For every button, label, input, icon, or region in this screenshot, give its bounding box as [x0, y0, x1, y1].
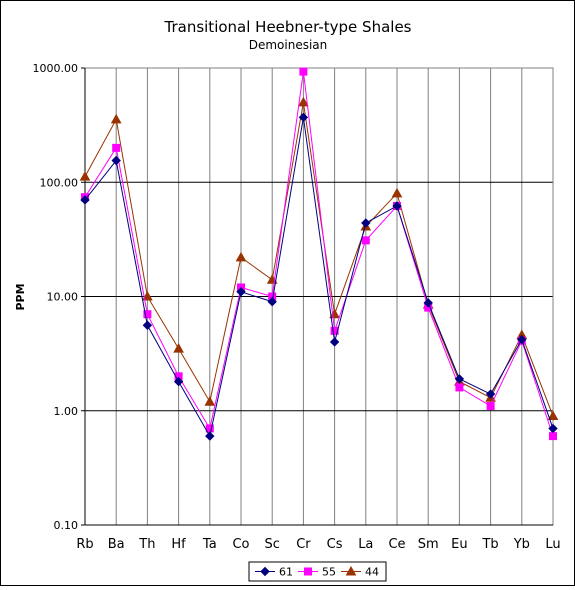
- data-point-61: [142, 320, 153, 330]
- data-point-44: [391, 187, 403, 198]
- x-tick-label: La: [358, 537, 373, 552]
- data-point-61: [548, 423, 558, 434]
- data-point-44: [298, 96, 309, 107]
- x-tick-label: Lu: [545, 537, 560, 552]
- data-point-55: [112, 143, 121, 152]
- data-point-61: [205, 431, 215, 441]
- x-tick-label: Rb: [76, 537, 93, 552]
- legend: 61 55 44: [248, 561, 387, 582]
- x-tick-label: Ta: [202, 537, 217, 552]
- data-point-44: [110, 113, 122, 124]
- data-point-55: [330, 326, 339, 335]
- data-point-61: [173, 376, 184, 387]
- x-tick-label: Ba: [108, 537, 125, 552]
- data-point-61: [329, 337, 340, 347]
- data-point-61: [236, 287, 246, 297]
- data-point-61: [111, 155, 121, 166]
- data-point-61: [423, 298, 433, 308]
- data-point-44: [547, 410, 559, 420]
- x-tick-label: Yb: [513, 537, 530, 552]
- data-point-61: [298, 112, 309, 123]
- data-point-55: [361, 236, 370, 245]
- data-point-55: [143, 310, 152, 319]
- legend-label-44: 44: [365, 566, 379, 579]
- y-tick-label: 100.00: [40, 176, 79, 189]
- y-tick-label: 1.00: [54, 405, 79, 418]
- data-point-61: [454, 374, 465, 384]
- legend-marker-44: [345, 565, 357, 576]
- legend-label-61: 61: [279, 566, 293, 579]
- x-tick-label: Hf: [171, 537, 186, 552]
- y-tick-label: 10.00: [47, 291, 79, 304]
- series-line-61: [84, 117, 554, 438]
- plot-area: 1000.00 100.00 10.00 1.00 0.10 Rb Ba Th Hf Ta Co Sc…: [33, 62, 561, 552]
- data-point-55: [549, 432, 557, 441]
- data-point-44: [235, 251, 247, 262]
- chart-subtitle: Demoinesian: [249, 38, 328, 52]
- x-tick-label: Sc: [264, 537, 279, 552]
- data-point-44: [79, 171, 91, 181]
- data-point-61: [80, 195, 90, 205]
- y-tick-label: 0.10: [54, 519, 79, 532]
- x-tick-label: Cr: [296, 537, 311, 552]
- data-point-55: [486, 402, 495, 411]
- chart-title: Transitional Heebner-type Shales: [164, 18, 412, 36]
- x-tick-label: Co: [232, 537, 249, 552]
- y-tick-label: 1000.00: [33, 62, 79, 75]
- series-line-44: [84, 102, 554, 417]
- data-point-55: [455, 383, 464, 392]
- series-line-55: [84, 71, 554, 437]
- legend-marker-55: [304, 567, 312, 576]
- data-point-44: [173, 343, 184, 353]
- x-tick-label: Eu: [451, 537, 467, 552]
- y-axis-label: PPM: [14, 283, 27, 310]
- data-point-61: [267, 297, 277, 307]
- data-point-61: [517, 334, 527, 345]
- data-point-61: [485, 389, 496, 399]
- data-point-55: [299, 67, 308, 76]
- legend-label-55: 55: [322, 566, 336, 579]
- data-point-44: [204, 396, 216, 406]
- data-point-44: [142, 290, 153, 301]
- data-point-61: [361, 218, 371, 228]
- x-tick-label: Cs: [327, 537, 343, 552]
- data-point-61: [392, 201, 402, 211]
- x-tick-label: Sm: [418, 537, 439, 552]
- x-tick-label: Tb: [481, 537, 498, 552]
- x-tick-label: Th: [138, 537, 155, 552]
- x-tick-label: Ce: [388, 537, 405, 552]
- legend-marker-61: [260, 566, 270, 577]
